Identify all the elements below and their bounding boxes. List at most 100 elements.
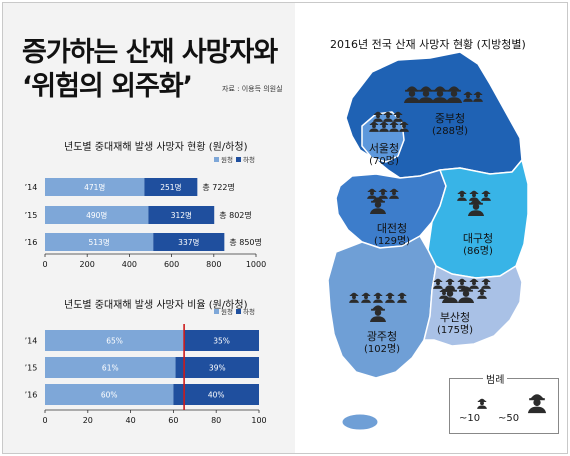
chart2-legend-label-0: 원청 [221,307,233,316]
chart2-bar-1-0 [45,357,176,378]
region-0-worker-small-0 [463,91,473,102]
region-5-worker-large-1 [457,286,475,304]
region-5-worker-small-0 [433,278,443,289]
region-5-worker-small-5 [439,288,449,299]
chart1-bar-1-1 [148,206,215,224]
region-4-worker-small-2 [373,292,383,303]
chart2-category-2: ’16 [25,391,38,400]
region-count-5: (175명) [436,325,474,336]
chart1-bar-0-0 [45,178,145,196]
chart2-bar-label-2-1: 40% [208,391,225,400]
legend-large-label: ~50 [498,413,520,424]
region-4-worker-large-0 [369,305,387,323]
region-count-4: (102명) [363,344,401,355]
chart2-bar-1-1 [175,357,259,378]
chart1-x-tick-label-4: 800 [206,260,221,269]
region-label-4: 광주청 (102명) [364,330,400,356]
region-label-0: 중부청 (288명) [432,112,468,138]
region-count-0: (288명) [431,126,469,137]
chart2-category-0: ’14 [25,337,38,346]
region-label-2: 대전청 (129명) [374,222,410,248]
chart1-x-tick-label-0: 0 [42,260,47,269]
chart1-legend-label-1: 하청 [243,155,255,164]
region-name-5: 부산청 [439,311,471,324]
region-5-worker-small-2 [457,278,467,289]
region-5-worker-small-3 [469,278,479,289]
region-1-worker-small-1 [379,121,389,132]
chart1-bar-2-0 [45,233,154,251]
region-4-worker-small-3 [385,292,395,303]
region-0-worker-large-1 [417,86,435,104]
region-name-0: 중부청 [434,112,466,125]
chart2-x-tick-label-4: 80 [211,416,221,425]
map-title: 2016년 전국 산재 사망자 현황 (지방청별) [330,38,526,51]
region-0-worker-large-0 [403,86,421,104]
region-0-worker-large-3 [445,86,463,104]
chart1-bar-0-1 [144,178,198,196]
chart1-legend-swatch-1 [236,157,241,162]
chart2-bar-2-0 [45,384,174,405]
chart1-category-0: ’14 [25,183,38,192]
chart2-x-tick-label-0: 0 [42,416,47,425]
chart1-legend-swatch-0 [214,157,219,162]
region-4-worker-small-4 [397,292,407,303]
chart1-x-tick-label-2: 400 [122,260,137,269]
chart2-bar-label-0-1: 35% [213,337,230,346]
chart2-x-tick-label-5: 100 [251,416,266,425]
legend-worker-small-icon [477,398,487,409]
chart2-category-1: ’15 [25,364,38,373]
chart1-legend-label-0: 원청 [221,155,233,164]
region-count-2: (129명) [373,236,411,247]
region-name-1: 서울청 [368,142,400,155]
region-1-worker-small-0 [369,121,379,132]
chart1-bar-label-2-0: 513명 [89,237,110,247]
chart2-legend-label-1: 하청 [243,307,255,316]
chart1-x-tick-label-3: 600 [164,260,179,269]
chart2-legend-swatch-1 [236,309,241,314]
jeju-island [341,413,379,431]
headline-line-2: ‘위험의 외주화’ [22,71,193,102]
chart1-total-2: 총 850명 [229,237,262,247]
chart1-bar-1-0 [45,206,149,224]
chart1-total-0: 총 722명 [202,182,235,192]
region-4-worker-small-1 [361,292,371,303]
region-name-4: 광주청 [366,330,398,343]
region-3-worker-small-2 [481,190,491,201]
chart2-x-tick-label-1: 20 [83,416,93,425]
chart2-x-tick-label-3: 60 [168,416,178,425]
chart1-bar-label-0-1: 251명 [160,182,181,192]
region-5-worker-small-6 [477,288,487,299]
region-2-worker-small-0 [367,188,377,199]
legend-small-label: ~10 [459,413,481,424]
region-1-worker-small-4 [373,111,383,122]
chart2-legend-swatch-0 [214,309,219,314]
region-0-worker-large-2 [431,86,449,104]
chart1-category-1: ’15 [25,211,38,220]
chart1-title: 년도별 중대재해 발생 사망자 현황 (원/하청) [64,142,248,153]
region-2-worker-small-2 [389,188,399,199]
chart1-x-tick-label-1: 200 [80,260,95,269]
region-4-worker-small-0 [349,292,359,303]
region-1-worker-small-5 [383,111,393,122]
headline-line-1: 증가하는 산재 사망자와 [22,37,278,68]
region-label-5: 부산청 (175명) [437,311,473,337]
region-5-worker-small-4 [481,278,491,289]
region-1-worker-small-2 [389,121,399,132]
chart1-x-tick-label-5: 1000 [246,260,266,269]
legend-worker-large-icon [527,394,547,414]
chart1-category-2: ’16 [25,238,38,247]
chart1-bar-label-1-0: 490명 [86,210,107,220]
source-note: 자료 : 이용득 의원실 [222,85,283,93]
chart1-bar-label-2-1: 337명 [178,237,199,247]
region-3-worker-large-0 [467,199,485,217]
chart2-bar-label-2-0: 60% [101,391,118,400]
chart2-title: 년도별 중대재해 발생 사망자 비율 (원/하청) [64,300,248,311]
region-label-3: 대구청 (86명) [463,232,493,258]
legend-title: 범례 [483,371,508,386]
chart1-total-1: 총 802명 [219,210,252,220]
chart2-bar-2-1 [173,384,259,405]
region-3-worker-small-0 [457,190,467,201]
chart2-x-tick-label-2: 40 [126,416,136,425]
